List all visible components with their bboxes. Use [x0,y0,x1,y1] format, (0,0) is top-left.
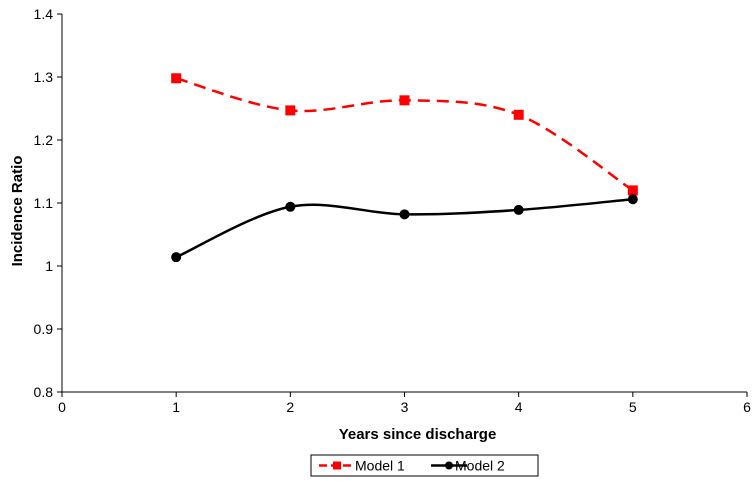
x-tick-label: 3 [401,399,409,415]
series-line [175,197,633,259]
axes [61,14,747,393]
y-axis-ticks: 0.8 0.9 1 1.1 1.2 1.3 1.4 [34,6,62,400]
y-axis-title: Incidence Ratio [9,156,26,267]
data-point-square [171,73,182,84]
x-tick-label: 6 [743,399,751,415]
legend-box [310,454,539,477]
x-axis-ticks: 0 1 2 3 4 5 6 [58,392,751,415]
y-tick-label: 0.9 [34,321,54,337]
data-point-square [285,105,296,116]
y-tick-label: 1.3 [34,69,54,85]
series-layer [171,73,638,263]
series-line [175,77,634,192]
data-point-square [399,95,410,106]
data-point-circle [627,194,638,205]
x-tick-label: 2 [286,399,294,415]
data-point-circle [399,209,410,220]
x-tick-label: 5 [629,399,637,415]
data-point-circle [285,201,296,212]
series-2 [171,194,638,263]
x-tick-label: 4 [515,399,523,415]
legend-label: Model 2 [455,458,505,474]
data-point-square [513,109,524,120]
legend-item: Model 1 [319,458,405,474]
x-axis-title: Years since discharge [339,426,497,443]
legend-marker-square [333,461,341,470]
y-tick-label: 1 [45,258,53,274]
legend-marker-circle [445,461,453,470]
data-point-square [627,185,638,196]
data-point-circle [171,252,182,263]
y-tick-label: 1.2 [34,132,54,148]
y-tick-label: 1.1 [34,195,54,211]
y-tick-label: 0.8 [34,384,54,400]
y-tick-label: 1.4 [34,6,54,22]
series-1 [171,73,638,196]
data-point-circle [513,204,524,215]
legend-item: Model 2 [431,458,505,474]
legend-label: Model 1 [355,458,405,474]
legend: Model 1 Model 2 [310,454,539,477]
x-tick-label: 0 [58,399,66,415]
x-tick-label: 1 [172,399,180,415]
